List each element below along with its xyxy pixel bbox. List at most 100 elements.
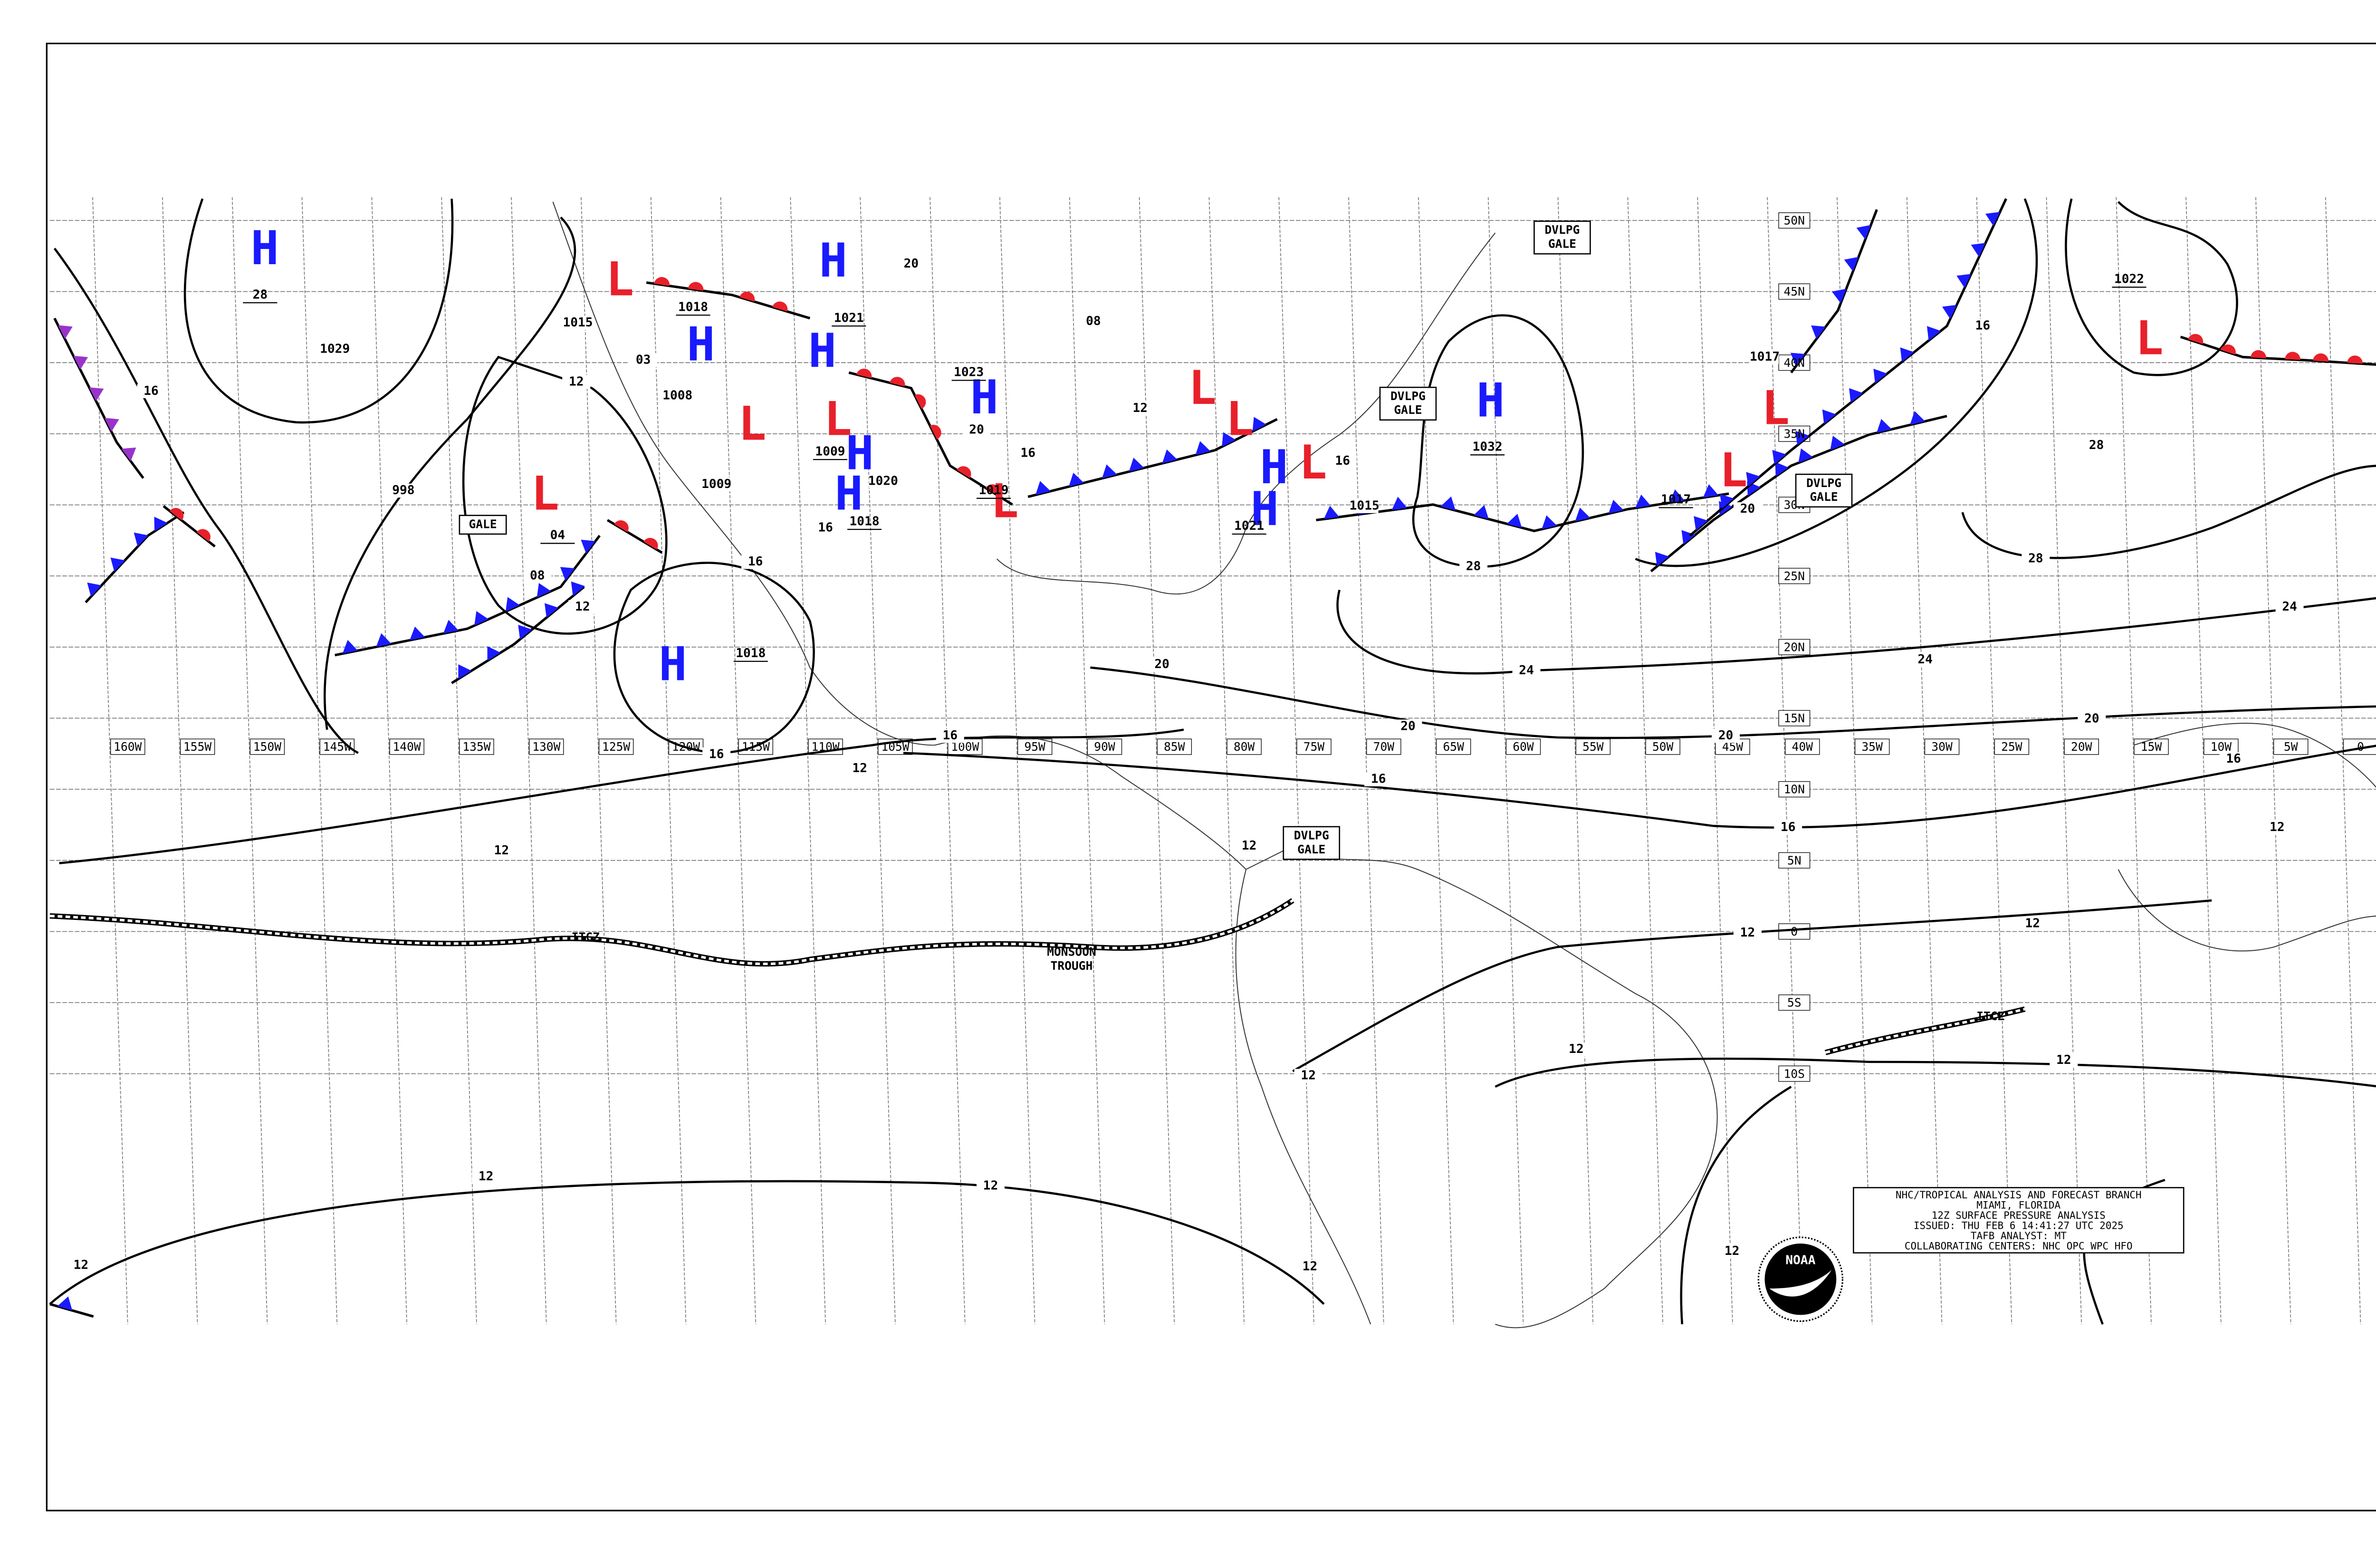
central-pressure: 1022	[2114, 272, 2144, 287]
meridian	[371, 197, 407, 1325]
isobar-label: 16	[1335, 454, 1351, 468]
meridian	[929, 197, 966, 1325]
central-pressure: 1019	[979, 483, 1009, 497]
cold-front	[85, 511, 185, 603]
isobar-label: 28	[2089, 438, 2104, 452]
lon-label-box	[1157, 738, 1192, 755]
warm-front-symbol	[856, 368, 872, 379]
cold-front-symbol	[1856, 225, 1871, 240]
cold-front-symbol	[1775, 461, 1789, 477]
cold-front	[49, 1303, 94, 1318]
isobar	[1292, 899, 2212, 1072]
lon-label-box	[1994, 738, 2030, 755]
longitude-label: 120W	[672, 740, 700, 754]
meridian	[2046, 197, 2082, 1325]
cold-front-symbol	[1746, 472, 1760, 487]
isobar-label: 28	[1466, 559, 1481, 574]
cold-front-symbol	[1252, 417, 1267, 432]
isobar-label: 1020	[868, 474, 898, 488]
lat-label-box	[1778, 283, 1811, 300]
pressure-center-symbol: L	[531, 467, 559, 521]
longitude-label: 115W	[742, 740, 770, 754]
isobar-label-bg	[2050, 1053, 2078, 1068]
lon-label-box	[459, 738, 494, 755]
warm-front-symbol	[688, 282, 704, 291]
meridian	[1837, 197, 1873, 1325]
pressure-center-symbol: H	[1476, 373, 1504, 428]
warm-front-symbol	[654, 277, 670, 286]
central-pressure: 1017	[1661, 493, 1691, 507]
cold-front-symbol	[134, 532, 148, 547]
isobar-label: 1009	[701, 477, 731, 491]
warm-front-symbol	[2220, 344, 2236, 355]
meridian	[860, 197, 896, 1325]
lon-label-box	[1645, 738, 1680, 755]
info-line: TAFB ANALYST: MT	[1971, 1230, 2067, 1242]
lat-label-box	[1778, 710, 1811, 727]
cold-front	[335, 535, 601, 657]
isobar-label: 20	[1740, 502, 1755, 516]
warm-front-symbol	[170, 508, 184, 521]
coastline	[552, 201, 1718, 1329]
info-line: COLLABORATING CENTERS: NHC OPC WPC HFO	[1905, 1241, 2133, 1252]
cold-front-symbol	[1635, 494, 1651, 508]
longitude-label: 155W	[183, 740, 211, 754]
meridian	[790, 197, 826, 1325]
pressure-center-symbol: H	[846, 427, 874, 481]
isobar-label-bg	[1126, 401, 1154, 416]
isobar-label-bg	[1364, 772, 1393, 786]
pressure-center-symbol: H	[819, 234, 847, 288]
isobar-label: 1029	[320, 342, 350, 356]
cold-front-symbol	[487, 646, 501, 661]
boxed-label-frame	[1283, 826, 1341, 860]
isobar-label: 24	[1519, 663, 1534, 678]
isobar-label-bg	[321, 342, 349, 356]
isobar-label-bg	[2018, 917, 2047, 931]
longitude-label: 95W	[1024, 740, 1045, 754]
longitude-label: 85W	[1164, 740, 1185, 754]
warm-front-symbol	[739, 291, 755, 302]
boxed-label-frame	[1795, 473, 1853, 508]
pressure-center-symbol: L	[1226, 392, 1254, 447]
isobar-label: 20	[969, 423, 984, 437]
cold-front-symbol	[1822, 409, 1836, 424]
cold-front-symbol	[1035, 481, 1051, 495]
central-pressure: 1023	[954, 365, 984, 380]
meridian	[441, 197, 477, 1325]
cold-front-symbol	[1703, 484, 1719, 498]
central-pressure: 1021	[1234, 519, 1264, 533]
central-pressure: 1009	[815, 444, 845, 459]
longitude-label: 35W	[1862, 740, 1883, 754]
isobar-label: 12	[479, 1169, 494, 1184]
itcz-line	[1824, 1006, 2026, 1055]
isobar-label: 12	[1301, 1069, 1316, 1083]
lon-label-box	[1296, 738, 1332, 755]
central-pressure: 04	[550, 528, 565, 543]
lon-label-box	[1505, 738, 1541, 755]
isobar-label: 12	[1725, 1244, 1740, 1258]
latitude-label: 0	[1791, 925, 1798, 938]
cold-front-symbol	[1798, 448, 1813, 463]
warm-front	[646, 281, 811, 320]
longitude-label: 70W	[1373, 740, 1395, 754]
pressure-center-symbol: H	[659, 638, 687, 692]
isobar-label-bg	[1350, 499, 1379, 513]
cold-front-symbol	[1795, 430, 1810, 446]
central-pressure: 1021	[834, 311, 864, 325]
longitude-label: 90W	[1094, 740, 1115, 754]
cold-front-symbol	[1849, 388, 1863, 403]
isobar-label-bg	[1512, 663, 1541, 678]
meridian	[1697, 197, 1733, 1325]
latitude-label: 25N	[1784, 569, 1805, 583]
boxed-label: DVLPG GALE	[1294, 828, 1329, 856]
isobar-label: 24	[2282, 600, 2297, 614]
boxed-label-frame	[459, 515, 507, 535]
isobar-label-bg	[1911, 652, 1939, 667]
isobar-label-bg	[702, 477, 731, 492]
isobar-label-bg	[1968, 319, 1997, 333]
meridian	[1627, 197, 1664, 1325]
boxed-label: GALE	[469, 517, 497, 531]
cold-front-symbol	[458, 664, 472, 679]
occluded-front-symbol	[73, 355, 88, 370]
cold-front-symbol	[1831, 288, 1847, 304]
